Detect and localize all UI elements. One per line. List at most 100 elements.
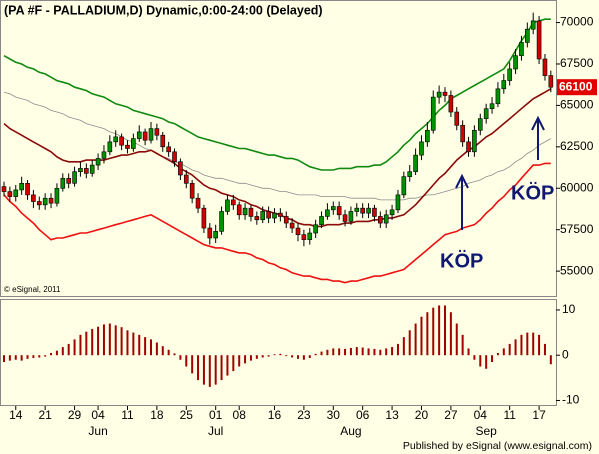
candle-body [383, 214, 389, 224]
candle-body [66, 178, 71, 184]
candle-body [330, 206, 336, 211]
candle-body [136, 131, 142, 139]
x-tick-label: 04 [91, 408, 105, 422]
plot-layer [1, 12, 554, 387]
x-tick-label: 21 [38, 408, 52, 422]
candle-body [48, 197, 54, 204]
x-tick-label: 18 [150, 408, 164, 422]
candle-body [313, 224, 318, 234]
arrow [531, 115, 545, 160]
y-tick-label: 70000 [560, 15, 594, 29]
x-tick-label: 16 [268, 408, 282, 422]
candle-body [25, 183, 30, 196]
candle-body [395, 194, 401, 211]
indicator-line [3, 91, 551, 201]
arrow [455, 173, 469, 230]
candle-body [242, 207, 248, 216]
candle-body [413, 154, 418, 173]
indicator-line [3, 88, 552, 228]
x-tick-label: 08 [233, 408, 247, 422]
candle-body [113, 136, 119, 143]
candle-body [454, 111, 460, 126]
candle-body [72, 171, 77, 184]
candle-body [101, 151, 107, 159]
candle-body [154, 128, 160, 136]
candle-body [407, 171, 413, 177]
candle-body [1, 186, 7, 192]
candle-body [125, 144, 130, 149]
candle-body [501, 80, 507, 90]
candle-body [389, 209, 395, 216]
copyright: © eSignal, 2011 [4, 285, 61, 294]
candle-body [372, 207, 377, 217]
x-tick-label: 06 [356, 408, 370, 422]
candle-body [36, 201, 42, 206]
x-tick-label: 01 [209, 408, 223, 422]
candle-body [466, 141, 471, 153]
candle-body [442, 91, 448, 96]
x-tick-label: 11 [121, 408, 134, 422]
candle-body [278, 212, 283, 217]
candle-body [342, 214, 348, 222]
month-label: Jun [88, 424, 107, 438]
candle-body [495, 88, 501, 105]
annotation: KÖP [511, 181, 554, 204]
candle-body [166, 146, 171, 153]
candle-body [425, 129, 430, 143]
candle-body [236, 204, 242, 216]
candle-body [172, 151, 177, 163]
candle-body [213, 231, 218, 239]
candle-body [489, 103, 495, 110]
arrows [455, 115, 545, 230]
month-label: Jul [208, 424, 223, 438]
candle-body [460, 124, 465, 143]
candle-body [60, 178, 66, 189]
candle-body [78, 168, 83, 173]
candle-body [13, 189, 19, 197]
candle-body [131, 138, 136, 149]
candle-body [419, 141, 424, 156]
price-panel [0, 0, 557, 297]
candle-body [530, 20, 536, 30]
candle-body [366, 207, 371, 214]
y-tick-label: 65000 [560, 98, 594, 112]
candle-body [231, 199, 236, 206]
candle-body [84, 168, 89, 174]
candle-body [201, 207, 207, 229]
candle-body [7, 191, 13, 197]
candle-body [536, 20, 542, 60]
candle-body [483, 108, 489, 119]
candle-body [148, 128, 154, 141]
candle-body [19, 183, 24, 191]
chart-title: (PA #F - PALLADIUM,D) Dynamic,0:00-24:00… [4, 3, 323, 17]
candle-body [513, 55, 518, 70]
candle-body [95, 158, 101, 166]
x-tick-label: 17 [532, 408, 546, 422]
candle-body [248, 207, 254, 217]
candle-body [472, 129, 477, 153]
oscillator-panel [0, 299, 557, 406]
candle-body [401, 176, 407, 196]
y-tick-label: 62500 [560, 139, 594, 153]
candle-body [207, 227, 213, 239]
candle-body [325, 209, 330, 217]
candle-body [519, 42, 524, 56]
candle-body [107, 141, 113, 153]
candle-body [319, 216, 324, 226]
x-tick-label: 25 [180, 408, 194, 422]
footer: Published by eSignal (www.esignal.com) [403, 440, 592, 452]
candle-body [283, 216, 289, 224]
candle-body [301, 234, 307, 240]
y-tick-label: 55000 [560, 263, 594, 277]
y-tick-label: 0 [562, 347, 569, 361]
candle-body [178, 161, 183, 176]
x-tick-label: 23 [297, 408, 311, 422]
x-tick-label: 11 [503, 408, 516, 422]
candle-body [436, 91, 442, 98]
candle-body [307, 232, 313, 240]
candle-body [360, 207, 365, 214]
candle-body [260, 211, 266, 221]
indicator-line [3, 162, 551, 284]
